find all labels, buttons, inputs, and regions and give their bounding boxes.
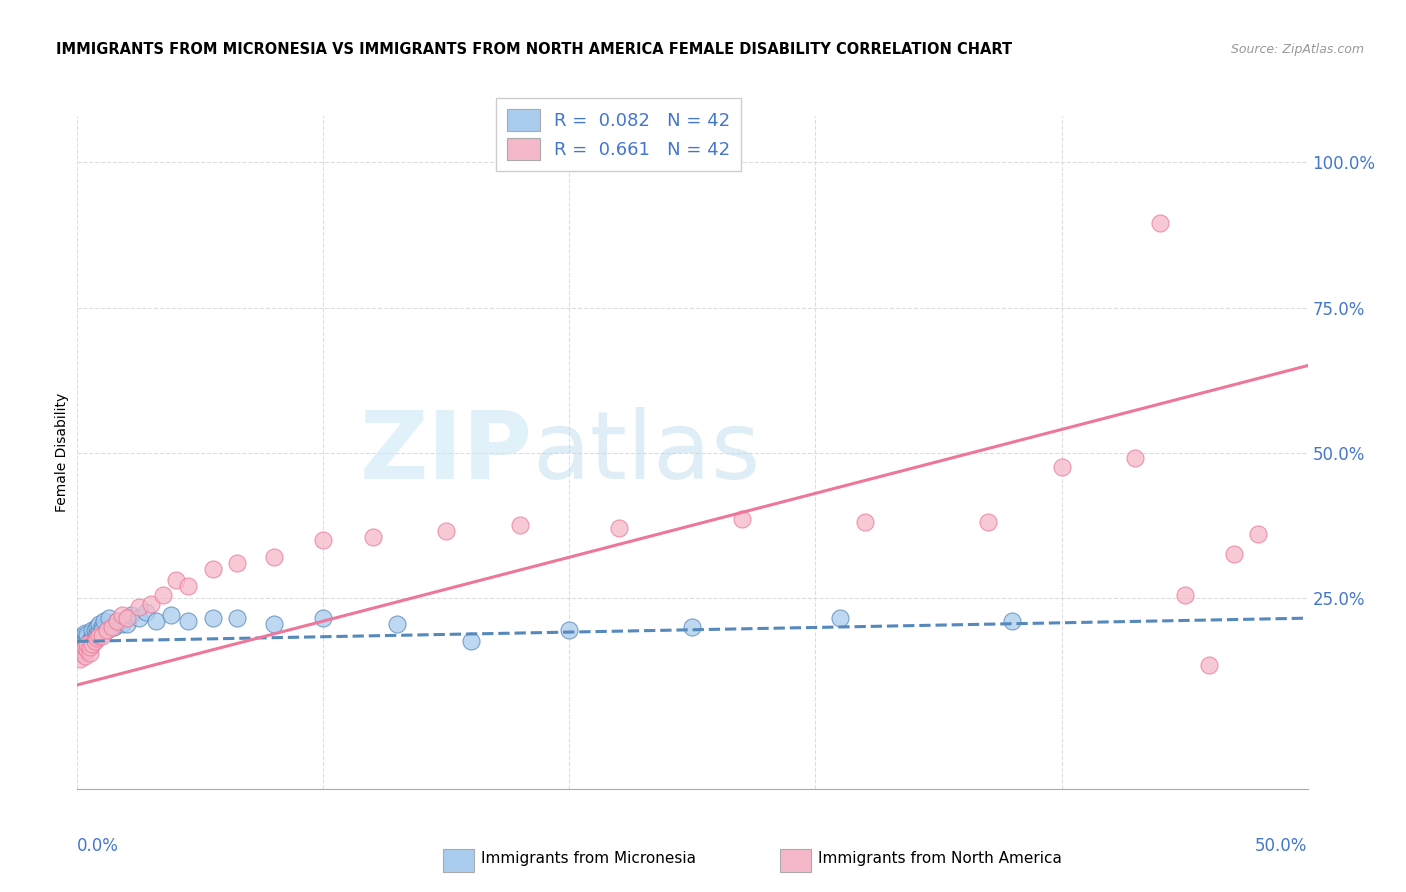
Point <box>263 550 285 565</box>
Point <box>83 623 105 637</box>
Point <box>70 646 93 660</box>
Point <box>90 629 114 643</box>
Point <box>121 608 143 623</box>
Point <box>82 623 104 637</box>
Point <box>177 579 200 593</box>
Point <box>79 640 101 655</box>
Point <box>70 632 93 646</box>
Point <box>263 617 285 632</box>
Point <box>226 611 249 625</box>
Point <box>73 648 96 663</box>
Point <box>111 608 132 623</box>
Point <box>460 634 482 648</box>
Point <box>1149 216 1171 230</box>
Point <box>1001 614 1024 628</box>
Point <box>111 617 132 632</box>
Point <box>607 521 630 535</box>
Point <box>69 634 91 648</box>
Point <box>70 643 93 657</box>
Point <box>135 605 157 619</box>
Text: 50.0%: 50.0% <box>1256 837 1308 855</box>
Point <box>69 652 91 666</box>
Point <box>509 518 531 533</box>
Point <box>177 614 200 628</box>
Text: Source: ZipAtlas.com: Source: ZipAtlas.com <box>1230 43 1364 55</box>
Text: Immigrants from Micronesia: Immigrants from Micronesia <box>481 851 696 865</box>
Point <box>312 533 335 547</box>
Point <box>83 634 105 648</box>
Point <box>1223 547 1246 561</box>
Point <box>76 637 98 651</box>
Point <box>160 608 183 623</box>
Point <box>103 620 125 634</box>
Point <box>79 634 101 648</box>
Point <box>361 530 384 544</box>
Point <box>141 597 163 611</box>
Point <box>89 617 111 632</box>
Point <box>387 617 409 632</box>
Point <box>105 614 128 628</box>
Legend: R =  0.082   N = 42, R =  0.661   N = 42: R = 0.082 N = 42, R = 0.661 N = 42 <box>496 98 741 171</box>
Point <box>73 640 96 655</box>
Point <box>165 574 187 588</box>
Point <box>101 620 124 634</box>
Point <box>201 562 224 576</box>
Point <box>90 623 114 637</box>
Point <box>90 620 114 634</box>
Point <box>86 625 108 640</box>
Point <box>96 623 118 637</box>
Point <box>115 611 138 625</box>
Point <box>1198 657 1220 672</box>
Point <box>977 516 1000 530</box>
Text: 0.0%: 0.0% <box>77 837 120 855</box>
Point <box>1125 451 1147 466</box>
Point <box>76 643 98 657</box>
Point <box>853 516 876 530</box>
Point <box>201 611 224 625</box>
Point <box>830 611 852 625</box>
Text: ZIP: ZIP <box>360 407 533 499</box>
Point <box>79 646 101 660</box>
Point <box>731 512 754 526</box>
Point <box>152 588 174 602</box>
Point <box>73 625 96 640</box>
Point <box>1050 460 1073 475</box>
Point <box>312 611 335 625</box>
Point <box>73 632 96 647</box>
Point <box>79 632 101 647</box>
Point <box>558 623 581 637</box>
Point <box>86 620 108 634</box>
Point <box>89 629 111 643</box>
Point <box>98 611 121 625</box>
Point <box>145 614 167 628</box>
Point <box>96 623 118 637</box>
Point <box>83 629 105 643</box>
Point <box>93 614 115 628</box>
Point <box>128 611 150 625</box>
Point <box>70 629 93 643</box>
Point <box>436 524 458 538</box>
Point <box>128 599 150 614</box>
Point <box>76 627 98 641</box>
Point <box>82 637 104 651</box>
Point <box>226 556 249 570</box>
Point <box>86 632 108 646</box>
Text: Immigrants from North America: Immigrants from North America <box>818 851 1062 865</box>
Y-axis label: Female Disability: Female Disability <box>55 393 69 512</box>
Text: atlas: atlas <box>533 407 761 499</box>
Point <box>115 617 138 632</box>
Point <box>89 623 111 637</box>
Point <box>105 614 128 628</box>
Point <box>1174 588 1197 602</box>
Point <box>82 630 104 644</box>
Point <box>1247 527 1270 541</box>
Text: IMMIGRANTS FROM MICRONESIA VS IMMIGRANTS FROM NORTH AMERICA FEMALE DISABILITY CO: IMMIGRANTS FROM MICRONESIA VS IMMIGRANTS… <box>56 42 1012 56</box>
Point <box>682 620 704 634</box>
Point <box>76 630 98 644</box>
